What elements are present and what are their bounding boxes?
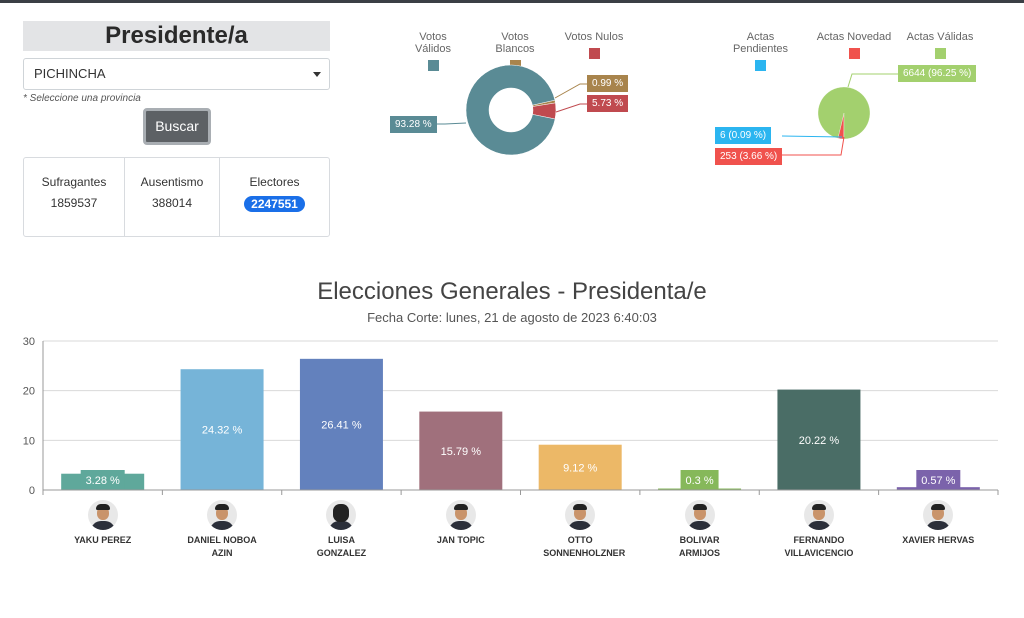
stat-label: Sufragantes: [41, 175, 107, 189]
leader-line: [781, 135, 843, 138]
data-label: 0.57 %: [921, 475, 955, 487]
data-label: 0.3 %: [685, 475, 713, 487]
bar: [538, 444, 622, 490]
data-label-bg: [80, 470, 125, 490]
data-label-bg: [680, 470, 719, 490]
data-label: 3.28 %: [86, 475, 120, 487]
legend-label: Actas Novedad: [816, 31, 892, 43]
candidate-photo: [445, 500, 476, 530]
donut-slice-validos: [465, 64, 556, 156]
y-tick-label: 30: [23, 336, 35, 348]
stat-value: 1859537: [50, 196, 98, 210]
candidate-label: DANIEL NOBOA AZIN: [167, 500, 277, 560]
page-title: Presidente/a: [23, 21, 330, 51]
leader-line: [847, 73, 898, 88]
leader-line: [782, 136, 845, 156]
bar: [777, 389, 861, 490]
leader-line: [435, 122, 467, 125]
legend-label: Actas Pendientes: [732, 31, 789, 55]
legend-votos-blancos[interactable]: Votos Blancos: [482, 31, 548, 71]
bar: [299, 358, 383, 490]
legend-swatch: [755, 60, 766, 71]
candidate-label: BOLIVAR ARMIJOS: [645, 500, 755, 560]
candidate-photo: [803, 500, 834, 530]
candidate-photo: [684, 500, 715, 530]
candidate-name: BOLIVAR ARMIJOS: [679, 535, 721, 558]
chart-title: Elecciones Generales - Presidenta/e: [317, 278, 707, 305]
stat-label: Ausentismo: [140, 175, 204, 189]
bar: [180, 369, 264, 490]
legend-swatch: [934, 48, 946, 59]
leader-line: [555, 103, 587, 113]
candidate-label: FERNANDO VILLAVICENCIO: [764, 500, 874, 560]
donut-label-validos: 93.28 %: [390, 116, 437, 133]
donut-label-nulos: 5.73 %: [587, 95, 629, 112]
stat-value: 388014: [151, 196, 193, 210]
donut-label-blancos: 0.99 %: [587, 75, 629, 92]
pie-label-pendientes: 6 (0.09 %): [715, 127, 772, 144]
data-label: 15.79 %: [441, 446, 482, 458]
y-tick-label: 10: [23, 435, 35, 447]
data-label: 20.22 %: [799, 435, 840, 447]
candidate-photo: [923, 500, 954, 530]
candidate-name: FERNANDO VILLAVICENCIO: [784, 535, 854, 558]
candidate-photo: [326, 500, 357, 530]
candidate-photo: [565, 500, 596, 530]
top-bar: [0, 0, 1024, 3]
candidate-label: OTTO SONNENHOLZNER: [525, 500, 635, 560]
candidate-label: LUISA GONZALEZ: [286, 500, 396, 560]
stats-box: Sufragantes 1859537 Ausentismo 388014 El…: [23, 157, 330, 237]
legend-actas-pendientes[interactable]: Actas Pendientes: [718, 31, 803, 71]
leader-line: [554, 83, 587, 99]
province-hint: * Seleccione una provincia: [23, 93, 141, 104]
legend-label: Votos Blancos: [495, 31, 535, 55]
y-tick-label: 20: [23, 386, 35, 398]
candidate-label: XAVIER HERVAS: [883, 500, 993, 547]
legend-actas-validas[interactable]: Actas Válidas: [906, 31, 974, 59]
stat-label: Electores: [249, 175, 300, 189]
data-label: 9.12 %: [563, 462, 597, 474]
search-button[interactable]: Buscar: [143, 108, 211, 145]
legend-votos-validos[interactable]: Votos Válidos: [400, 31, 466, 71]
electores-badge: 2247551: [244, 196, 305, 212]
bar-chart: 0 10 20 30 3.28 % 24.32 % 26.41 % 15.79 % 9.12 %…: [23, 336, 999, 497]
candidate-photo: [87, 500, 118, 530]
candidate-name: YAKU PEREZ: [74, 535, 132, 545]
candidate-name: OTTO SONNENHOLZNER: [543, 535, 626, 558]
legend-swatch: [427, 60, 439, 71]
legend-votos-nulos[interactable]: Votos Nulos: [564, 31, 624, 59]
stat-electores: Electores 2247551: [219, 158, 329, 236]
y-tick-label: 0: [29, 485, 35, 497]
legend-label: Votos Nulos: [564, 31, 624, 43]
candidate-label: JAN TOPIC: [406, 500, 516, 547]
data-label: 26.41 %: [321, 419, 362, 431]
province-select[interactable]: PICHINCHA: [23, 58, 330, 90]
candidate-name: JAN TOPIC: [436, 535, 485, 545]
stat-ausentismo: Ausentismo 388014: [124, 158, 219, 236]
candidate-name: XAVIER HERVAS: [902, 535, 975, 545]
votes-donut-chart: [435, 64, 587, 156]
bar: [419, 411, 503, 490]
legend-swatch: [848, 48, 860, 59]
data-label-bg: [916, 470, 961, 490]
legend-swatch: [588, 48, 600, 59]
pie-label-novedad: 253 (3.66 %): [715, 148, 783, 165]
chevron-down-icon: [313, 72, 321, 77]
data-label: 24.32 %: [202, 425, 243, 437]
candidate-name: LUISA GONZALEZ: [316, 535, 367, 558]
candidate-name: DANIEL NOBOA AZIN: [187, 535, 257, 558]
legend-label: Votos Válidos: [414, 31, 452, 55]
actas-pie-chart: [781, 73, 898, 156]
pie-slice-validas: [817, 86, 871, 140]
candidate-photo: [207, 500, 238, 530]
legend-actas-novedad[interactable]: Actas Novedad: [816, 31, 892, 59]
province-select-value: PICHINCHA: [34, 66, 106, 81]
pie-label-validas: 6644 (96.25 %): [898, 65, 977, 82]
legend-label: Actas Válidas: [906, 31, 974, 43]
candidate-label: YAKU PEREZ: [48, 500, 158, 547]
chart-subtitle: Fecha Corte: lunes, 21 de agosto de 2023…: [367, 310, 657, 325]
stat-sufragantes: Sufragantes 1859537: [24, 158, 124, 236]
